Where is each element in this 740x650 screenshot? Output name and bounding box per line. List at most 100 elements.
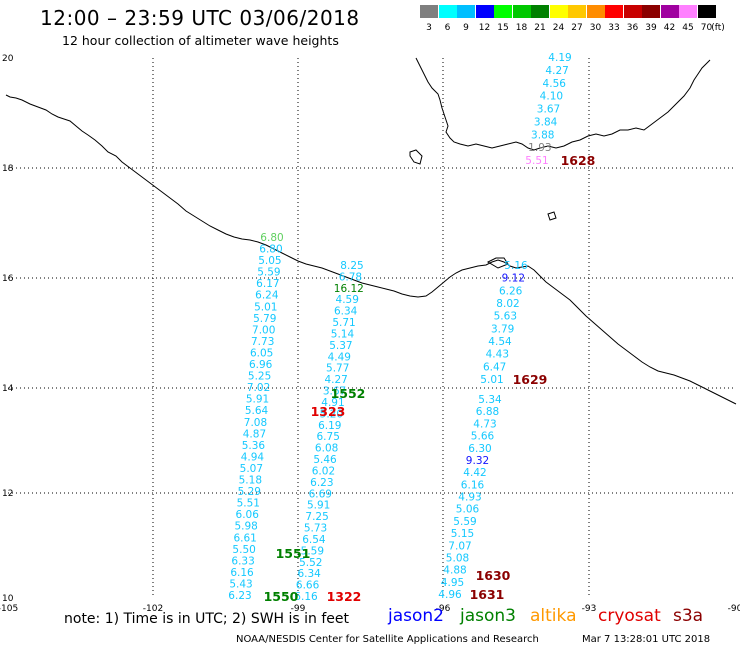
legend-swatch [420,5,438,18]
wave-height-value: 3.84 [534,116,558,128]
satellite-name: altika [530,606,577,626]
wave-height-value: 5.20 [320,408,343,420]
lat-tick-label: 20 [2,54,14,64]
pass-time-label: 1552 [331,386,366,401]
wave-height-value: 5.52 [299,557,322,569]
map-subtitle: 12 hour collection of altimeter wave hei… [62,33,339,48]
legend-label: 39 [645,23,657,33]
legend-swatch [531,5,549,18]
legend-swatch [623,5,642,18]
wave-height-value: 5.37 [329,340,352,352]
wave-height-value: 5.59 [453,516,476,528]
wave-height-value: 8.02 [496,298,519,310]
wave-height-value: 6.17 [256,278,279,290]
wave-height-value: 6.33 [231,555,254,567]
legend-swatch [642,5,660,18]
yucatan-coastline [415,57,711,151]
wave-height-value: 5.15 [451,528,474,540]
legend-swatch [660,5,679,18]
wave-height-value: 4.87 [243,428,266,440]
legend-label: 21 [534,23,546,33]
pass-time-label: 1551 [276,546,311,561]
wave-height-value: 6.02 [312,465,335,477]
wave-height-value: 6.34 [297,568,321,580]
wave-height-value: 4.19 [548,52,571,64]
wave-height-value: 5.34 [478,394,502,406]
wave-height-value: 5.73 [304,523,327,535]
wave-height-value: 5.18 [239,475,262,487]
graticule [8,58,735,598]
pass-time-label: 1323 [311,404,346,419]
coastline [5,57,737,405]
wave-height-value: 4.93 [458,492,481,504]
legend-label: 45 [682,23,694,33]
wave-height-value: 5.91 [307,500,330,512]
wave-height-value: 4.56 [543,78,567,90]
wave-height-value: 5.14 [331,328,355,340]
wave-height-value: 5.25 [248,371,271,383]
legend-label: 30 [589,23,602,33]
legend-swatch [457,5,475,18]
wave-height-value: 7.02 [247,382,270,394]
wave-height-value: 6.23 [310,477,333,489]
legend-label: 18 [515,23,528,33]
pass-time-label: 1630 [476,568,511,583]
pass-time-label: 1629 [513,372,548,387]
wave-height-value: 4.88 [443,565,466,577]
lon-tick-label: -93 [582,604,597,614]
legend-swatch [549,5,568,18]
legend-label: 27 [571,23,583,33]
wave-height-value: 6.30 [468,443,491,455]
wave-height-value: 9.12 [502,273,525,285]
wave-height-value: 6.78 [339,271,362,283]
footer-note: note: 1) Time is in UTC; 2) SWH is in fe… [64,611,350,627]
wave-height-value: 5.01 [254,301,277,313]
wave-height-value: 4.27 [545,65,568,77]
legend-swatch [475,5,494,18]
wave-height-value: 5.43 [229,578,252,590]
wave-height-value: 3.79 [491,323,514,335]
wave-height-value: 6.19 [318,420,341,432]
wave-height-value: 6.47 [483,361,506,373]
mexico-pacific-coastline [5,94,737,405]
wave-height-value: 6.08 [315,443,338,455]
wave-height-value: 5.07 [240,463,263,475]
wave-height-value: 4.42 [463,467,486,479]
island-2 [486,257,509,269]
wave-height-value: 5.06 [456,504,480,516]
wave-height-value: 7.25 [305,511,328,523]
wave-height-value: 6.16 [294,591,318,603]
wave-height-value: 7.08 [244,417,267,429]
wave-height-value: 4.10 [540,91,563,103]
legend-swatch [512,5,531,18]
satellite-name: jason2 [388,606,444,626]
lat-tick-label: 16 [2,274,14,284]
legend-label: 36 [626,23,639,33]
wave-height-value: 6.66 [296,580,320,592]
pass-time-label: 1322 [327,589,362,604]
lat-tick-label: 14 [2,384,14,394]
lat-tick-label: 18 [2,164,14,174]
satellite-name: jason3 [460,606,516,626]
legend-label: 12 [478,23,491,33]
legend-swatch [568,5,586,18]
lon-tick-label: -99 [291,604,306,614]
wave-height-value: 5.63 [494,311,517,323]
wave-height-value: 3.67 [323,386,346,398]
wave-height-value: 5.71 [332,317,355,329]
island-1 [409,149,423,165]
legend-swatch [438,5,457,18]
wave-height-value: 5.77 [326,363,349,375]
wave-height-value: 6.16 [461,479,485,491]
lon-tick-label: -102 [143,604,163,614]
legend-swatch [586,5,605,18]
satellite-name: cryosat [598,606,661,626]
wave-height-value: 3.88 [531,129,554,141]
wave-height-value: 5.05 [258,255,281,267]
map-title: 12:00 – 23:59 UTC 03/06/2018 [40,6,360,30]
wave-height-value: 4.95 [441,577,464,589]
axis-labels: -105 -102 -99 -96 -93 -90 20 18 16 14 12 10 [0,54,740,614]
wave-height-value: 6.80 [259,244,282,256]
generation-timestamp: Mar 7 13:28:01 UTC 2018 [582,634,711,645]
